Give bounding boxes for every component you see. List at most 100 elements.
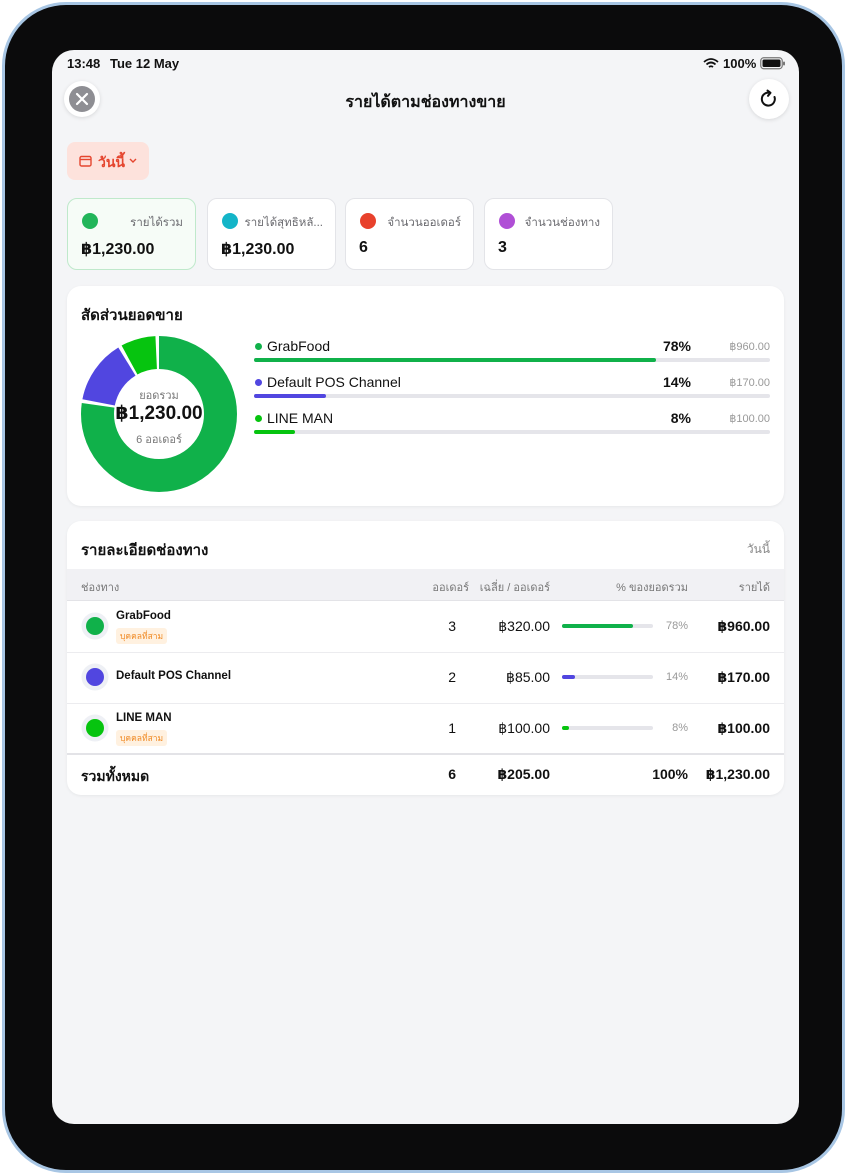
stat-card: จำนวนออเดอร์ 6 [345, 198, 474, 270]
cell-average: ฿85.00 [506, 669, 550, 685]
battery-icon [760, 57, 785, 70]
close-button[interactable] [64, 81, 100, 117]
table-header [67, 569, 784, 601]
channel-name: GrabFood [116, 610, 171, 622]
cell-average: ฿320.00 [498, 618, 550, 634]
row-divider [67, 652, 784, 653]
row-divider [67, 703, 784, 704]
cell-percent: 8% [672, 722, 688, 734]
donut-caption: ยอดรวม [139, 390, 179, 402]
channel-icon-mark [86, 617, 104, 635]
percent-bar [562, 624, 633, 628]
battery-tip [783, 61, 785, 66]
wifi-icon [703, 58, 719, 68]
stat-icon-shape [222, 213, 238, 229]
cell-revenue: ฿170.00 [717, 669, 770, 685]
channel-name: Default POS Channel [116, 670, 232, 682]
total-label: รวมทั้งหมด [81, 768, 150, 784]
stat-icon-shape [82, 213, 98, 229]
stat-label: รายได้สุทธิหลั... [244, 217, 323, 229]
stat-card: รายได้สุทธิหลั... ฿1,230.00 [207, 198, 336, 270]
donut-total: ฿1,230.00 [115, 403, 203, 424]
refresh-arrow [766, 89, 772, 97]
stat-value: 3 [498, 239, 507, 256]
cell-percent: 14% [665, 671, 688, 683]
channel-icon-mark [86, 719, 104, 737]
stat-card: รายได้รวม ฿1,230.00 [67, 198, 196, 270]
legend-name: GrabFood [267, 338, 331, 354]
cell-orders: 3 [448, 618, 456, 634]
stat-icon [360, 213, 376, 229]
percent-track [562, 675, 653, 679]
calendar-body [79, 155, 92, 167]
legend-track [254, 394, 770, 398]
stat-icon [499, 213, 515, 229]
legend-bar [254, 358, 657, 362]
legend-amount: ฿170.00 [729, 377, 770, 389]
legend-dot [255, 379, 262, 386]
legend-percent: 14% [662, 374, 691, 390]
percent-bar [562, 675, 575, 679]
stat-icon [82, 213, 98, 229]
battery-level [762, 59, 781, 67]
legend-dot [255, 343, 262, 350]
cell-average: ฿100.00 [498, 720, 550, 736]
battery-shell [760, 57, 783, 70]
chevron [129, 158, 137, 163]
legend-bar [254, 394, 327, 398]
stat-label: จำนวนช่องทาง [524, 217, 600, 229]
cell-orders: 2 [448, 669, 456, 685]
stat-value: ฿1,230.00 [221, 241, 295, 258]
total-divider [67, 753, 784, 755]
calendar-icon [79, 155, 92, 167]
refresh-button[interactable] [749, 79, 789, 119]
details-title: รายละเอียดช่องทาง [81, 542, 209, 559]
column-header: เฉลี่ย / ออเดอร์ [479, 582, 550, 594]
refresh-arc [760, 91, 776, 107]
column-header: % ของยอดรวม [616, 582, 688, 594]
percent-track [562, 726, 653, 730]
cell-revenue: ฿960.00 [717, 618, 770, 634]
total-average: ฿205.00 [497, 766, 550, 782]
total-revenue: ฿1,230.00 [705, 766, 770, 782]
share-title: สัดส่วนยอดขาย [81, 307, 183, 324]
stat-value: ฿1,230.00 [81, 241, 155, 258]
column-header: ออเดอร์ [432, 582, 469, 594]
stat-icon-shape [360, 213, 376, 229]
channel-badge: บุคคลที่สาม [116, 730, 168, 746]
legend-percent: 78% [662, 338, 691, 354]
legend-amount: ฿960.00 [729, 341, 770, 353]
channel-icon-mark [86, 668, 104, 686]
close-x [75, 92, 89, 106]
status-time: 13:48 [67, 56, 101, 71]
date-filter-label: วันนี้ [98, 154, 126, 170]
share-card: สัดส่วนยอดขาย ยอดรวม ฿1,230.00 6 ออเดอร์ Gra… [67, 286, 784, 506]
date-filter[interactable]: วันนี้ [67, 142, 149, 180]
stat-card: จำนวนช่องทาง 3 [484, 198, 613, 270]
refresh-icon [760, 89, 776, 107]
donut-chart [81, 336, 237, 492]
screen: 13:48 Tue 12 May 100% รายได้ตามช่องทางขาย วั… [52, 50, 799, 1124]
status-battery: 100% [723, 56, 757, 71]
stat-icon [222, 213, 238, 229]
channel-icon [81, 663, 109, 691]
legend-amount: ฿100.00 [729, 413, 770, 425]
details-period: วันนี้ [746, 542, 770, 556]
channel-badge: บุคคลที่สาม [116, 628, 168, 644]
donut-segment [81, 336, 237, 492]
channel-icon [81, 612, 109, 640]
total-percent: 100% [652, 766, 688, 782]
legend-track [254, 430, 770, 434]
legend-name: LINE MAN [267, 410, 334, 426]
status-date: Tue 12 May [110, 56, 180, 71]
percent-bar [562, 726, 570, 730]
channel-name: LINE MAN [116, 712, 172, 724]
stat-icon-shape [499, 213, 515, 229]
stat-label: จำนวนออเดอร์ [387, 217, 461, 229]
column-header: ช่องทาง [81, 582, 120, 594]
legend-percent: 8% [670, 410, 691, 426]
wifi-arc [703, 58, 719, 68]
details-card: รายละเอียดช่องทาง วันนี้ช่องทาง ออเดอร์ เฉล… [67, 521, 784, 795]
legend-dot [255, 415, 262, 422]
